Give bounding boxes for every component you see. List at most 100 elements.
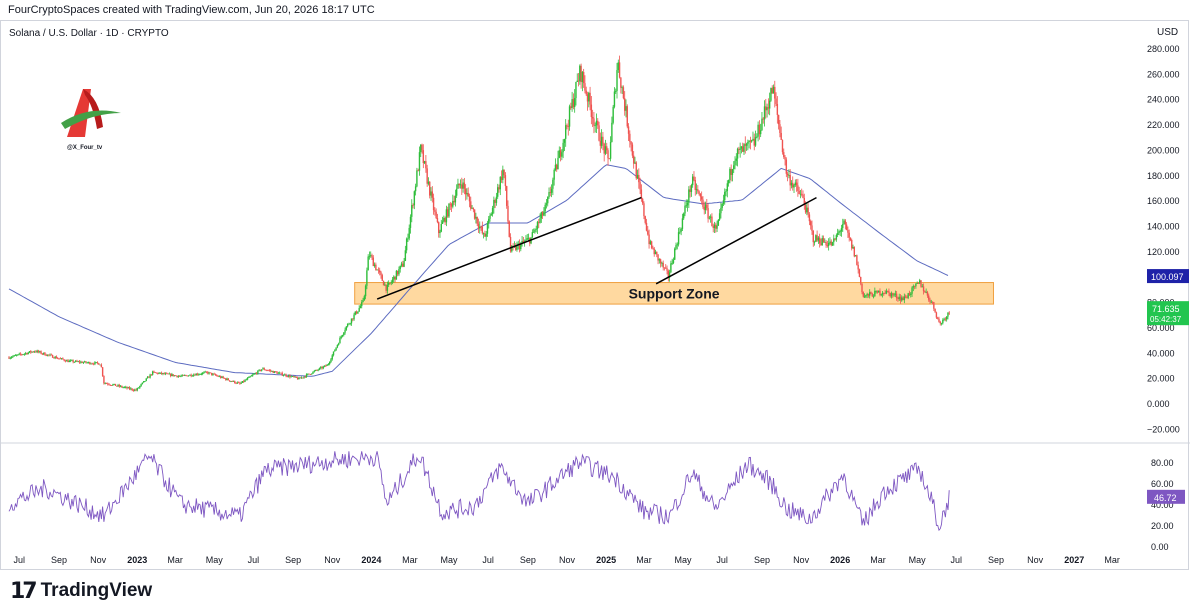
candle-body xyxy=(446,209,449,217)
candle-body xyxy=(880,294,882,296)
candle-body xyxy=(548,192,550,198)
watermark-dark-stroke xyxy=(83,89,103,129)
time-axis-tick: Mar xyxy=(636,555,652,565)
tradingview-logo[interactable]: 17 TradingView xyxy=(10,578,152,604)
candle-body xyxy=(634,162,636,164)
candle-body xyxy=(662,262,664,268)
candle-body xyxy=(933,302,935,309)
candle-body xyxy=(112,384,114,386)
candle-body xyxy=(232,380,235,382)
candle-body xyxy=(72,360,74,363)
time-axis-tick: Sep xyxy=(520,555,536,565)
time-axis-tick: 2026 xyxy=(830,555,850,565)
candle-body xyxy=(436,217,439,223)
candle-body xyxy=(171,374,173,376)
candle-body xyxy=(617,62,619,71)
candle-body xyxy=(843,220,845,225)
candle-body xyxy=(91,363,94,365)
candle-body xyxy=(851,240,853,249)
candle-body xyxy=(489,215,491,219)
candle-body xyxy=(500,176,503,180)
candle-body xyxy=(947,312,949,317)
candle-body xyxy=(467,192,469,197)
candle-body xyxy=(307,373,309,375)
candle-body xyxy=(118,385,121,387)
candle-body xyxy=(425,161,427,169)
candle-body xyxy=(121,385,123,388)
rsi-value-label: 46.72 xyxy=(1154,493,1177,503)
candle-body xyxy=(172,374,174,377)
candle-body xyxy=(620,77,622,88)
candle-body xyxy=(758,124,761,135)
candle-body xyxy=(788,175,790,176)
chart-frame: Support Zone 280.000 260.000 240.000 220.00… xyxy=(0,20,1190,571)
candle-body xyxy=(713,224,716,229)
candle-body xyxy=(881,292,884,295)
candle-body xyxy=(724,191,726,201)
candle-body xyxy=(54,356,56,359)
candle-body xyxy=(849,237,852,241)
candle-body xyxy=(931,301,934,303)
candle-body xyxy=(845,224,848,230)
candles-layer xyxy=(8,55,950,392)
candle-body xyxy=(871,293,873,297)
candle-body xyxy=(345,326,348,330)
candle-body xyxy=(645,222,648,231)
candle-body xyxy=(21,354,23,356)
candle-body xyxy=(400,263,403,266)
candle-body xyxy=(901,297,903,301)
candle-body xyxy=(113,383,115,385)
candle-body xyxy=(801,193,803,195)
candle-body xyxy=(869,292,871,296)
candle-body xyxy=(294,376,296,378)
candle-body xyxy=(344,329,346,333)
candle-body xyxy=(298,377,300,380)
candle-body xyxy=(286,376,289,378)
candle-body xyxy=(665,267,667,269)
candle-body xyxy=(703,206,705,211)
candle-body xyxy=(196,373,199,375)
candle-body xyxy=(225,378,227,380)
candle-body xyxy=(284,374,286,376)
candle-body xyxy=(716,225,718,229)
candle-body xyxy=(60,358,63,360)
candle-body xyxy=(243,381,245,382)
candle-body xyxy=(915,283,917,287)
candle-body xyxy=(73,361,76,363)
trendline xyxy=(376,196,642,300)
price-axis-tick: 220.000 xyxy=(1147,120,1180,130)
candle-body xyxy=(509,236,512,252)
candle-body xyxy=(303,376,305,378)
candle-body xyxy=(96,362,99,364)
candle-body xyxy=(63,359,65,361)
candle-body xyxy=(466,192,468,195)
chart-canvas[interactable]: Support Zone 280.000 260.000 240.000 220.00… xyxy=(1,21,1190,571)
candle-body xyxy=(137,387,140,389)
candle-body xyxy=(744,144,746,146)
candle-body xyxy=(408,227,410,239)
candle-body xyxy=(209,372,212,374)
price-axis-tick: 140.000 xyxy=(1147,221,1180,231)
candle-body xyxy=(59,358,62,360)
candle-body xyxy=(586,94,589,102)
candle-body xyxy=(82,362,85,364)
candle-body xyxy=(402,263,404,267)
candle-body xyxy=(22,354,24,356)
candle-body xyxy=(940,323,943,325)
candle-body xyxy=(94,362,96,365)
candle-body xyxy=(818,237,821,244)
candle-body xyxy=(290,376,292,378)
candle-body xyxy=(704,204,707,211)
candle-body xyxy=(325,365,327,367)
candle-body xyxy=(477,223,480,229)
chart-attribution: FourCryptoSpaces created with TradingVie… xyxy=(8,4,375,16)
candle-body xyxy=(875,290,877,292)
candle-body xyxy=(296,377,299,380)
candle-body xyxy=(527,237,530,239)
candle-body xyxy=(191,375,194,377)
candle-body xyxy=(929,299,931,302)
candle-body xyxy=(554,164,557,170)
candle-body xyxy=(316,369,318,371)
candle-body xyxy=(420,144,422,153)
candle-body xyxy=(565,125,567,139)
